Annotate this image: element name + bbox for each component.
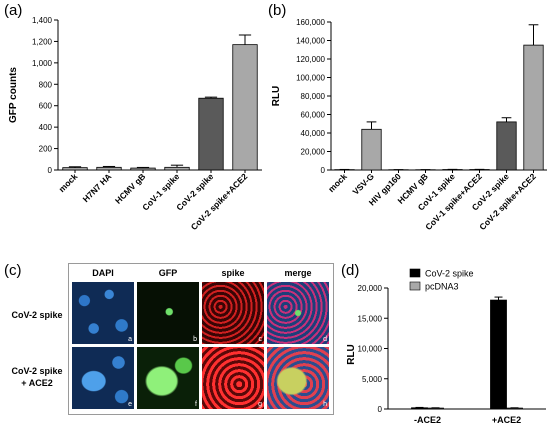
micrograph-spike-spike: c xyxy=(202,282,264,344)
micrograph-merge-spike-ace2: h xyxy=(267,347,329,409)
y-tick-label: 20,000 xyxy=(358,284,383,293)
legend-label: pcDNA3 xyxy=(425,282,459,292)
y-tick-label: 120,000 xyxy=(296,55,325,64)
x-tick-label: mock xyxy=(326,171,349,194)
micrograph-dapi-spike: a xyxy=(72,282,134,344)
panel-letter-d: (d) xyxy=(341,262,360,279)
y-tick-label: 80,000 xyxy=(301,92,326,101)
chart-d: 0 5,000 10,000 15,000 20,000 RLU -ACE2 +ACE2 CoV… xyxy=(346,268,546,425)
y-axis-label: GFP counts xyxy=(8,67,19,123)
bar xyxy=(411,407,428,410)
row-label-spike: CoV-2 spike xyxy=(11,310,63,320)
y-tick-label: 0 xyxy=(321,166,326,175)
legend-swatch xyxy=(409,268,421,278)
tile-letter-f: f xyxy=(195,401,197,408)
chart-a: 0 200 400 600 800 1,000 1,200 1,400 GFP counts mo… xyxy=(8,16,262,232)
bar xyxy=(496,121,517,171)
y-tick-label: 400 xyxy=(39,123,53,132)
y-tick-label: 0 xyxy=(378,405,383,414)
row-label-spike-ace2: CoV-2 spike + ACE2 xyxy=(11,366,63,388)
tile-letter-c: c xyxy=(258,336,263,343)
x-tick-label: +ACE2 xyxy=(492,415,521,425)
chart-b: 0 20,000 40,000 60,000 80,000 100,000 120,000 1… xyxy=(271,18,547,232)
col-label-merge: merge xyxy=(284,268,312,278)
col-label-gfp: GFP xyxy=(158,268,178,278)
y-tick-label: 140,000 xyxy=(296,37,325,46)
y-tick-label: 800 xyxy=(39,80,53,89)
y-tick-label: 160,000 xyxy=(296,18,325,27)
panel-letter-b: (b) xyxy=(268,2,287,19)
x-tick-label: -ACE2 xyxy=(414,415,441,425)
x-tick-label: mock xyxy=(57,171,80,194)
y-tick-label: 1,400 xyxy=(32,16,53,25)
legend-label: CoV-2 spike xyxy=(425,269,474,279)
col-label-spike: spike xyxy=(221,268,245,278)
x-tick-label: VSV-G xyxy=(350,171,376,197)
y-tick-label: 5,000 xyxy=(362,375,383,384)
tile-letter-d: d xyxy=(323,336,327,343)
panel-letter-c: (c) xyxy=(4,262,22,279)
x-tick-label: HCMV gB xyxy=(113,171,147,205)
y-tick-label: 1,200 xyxy=(32,37,53,46)
micrograph-dapi-spike-ace2: e xyxy=(72,347,134,409)
y-tick-label: 60,000 xyxy=(301,111,326,120)
y-tick-label: 200 xyxy=(39,145,53,154)
y-tick-label: 10,000 xyxy=(358,345,383,354)
bar xyxy=(232,44,258,171)
tile-letter-e: e xyxy=(128,401,132,408)
col-label-dapi: DAPI xyxy=(92,268,114,278)
y-tick-label: 1,000 xyxy=(32,59,53,68)
y-tick-label: 0 xyxy=(48,166,53,175)
bar xyxy=(361,128,382,171)
panel-letter-a: (a) xyxy=(4,2,23,19)
bar xyxy=(96,166,122,171)
y-tick-label: 15,000 xyxy=(358,314,383,323)
y-tick-label: 100,000 xyxy=(296,74,325,83)
micrograph-spike-spike-ace2: g xyxy=(202,347,264,409)
y-tick-label: 40,000 xyxy=(301,129,326,138)
bar xyxy=(198,97,224,171)
tile-letter-a: a xyxy=(128,336,132,343)
tile-letter-b: b xyxy=(193,336,197,343)
bar xyxy=(164,166,190,171)
x-tick-label: CoV-2 spike+ACE2 xyxy=(189,171,250,232)
tile-letter-g: g xyxy=(258,401,262,408)
y-tick-label: 600 xyxy=(39,102,53,111)
bar xyxy=(130,167,156,171)
bar xyxy=(490,299,507,410)
y-axis-label: RLU xyxy=(271,86,282,107)
bar xyxy=(523,44,544,171)
y-tick-label: 20,000 xyxy=(301,148,326,157)
micrograph-gfp-spike: b xyxy=(137,282,199,344)
bar xyxy=(62,167,88,171)
legend-swatch xyxy=(409,281,421,291)
micrograph-merge-spike: d xyxy=(267,282,329,344)
tile-letter-h: h xyxy=(323,401,327,408)
x-tick-label: H7N7 HA xyxy=(81,171,114,204)
y-axis-label: RLU xyxy=(346,344,357,365)
micrograph-gfp-spike-ace2: f xyxy=(137,347,199,409)
